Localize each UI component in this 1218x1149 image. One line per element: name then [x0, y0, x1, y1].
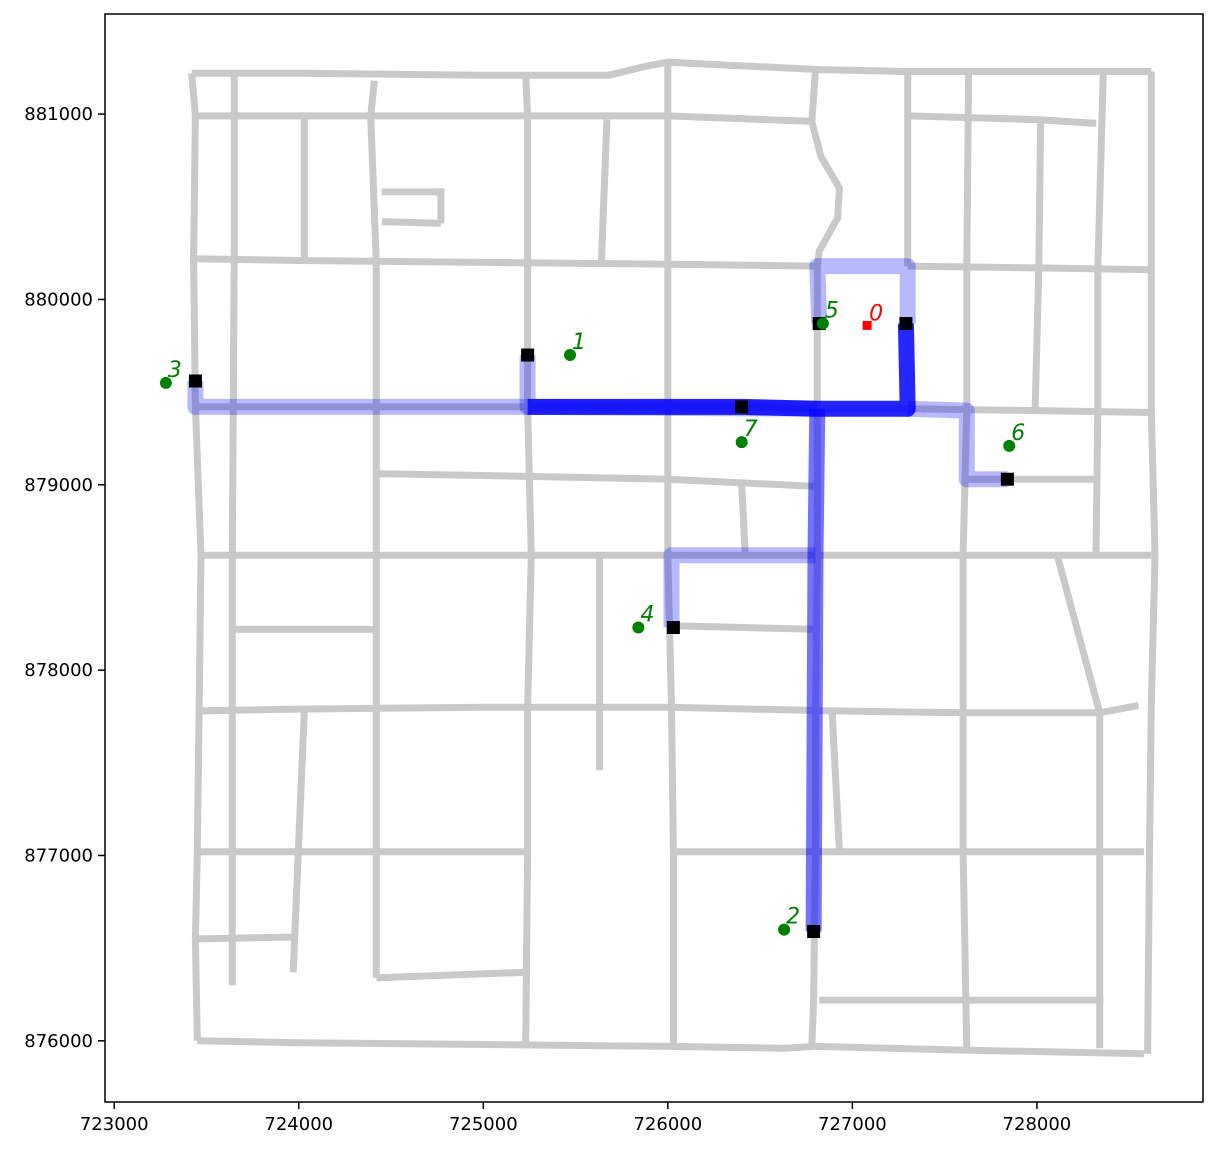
- street-segment: [188, 72, 205, 1041]
- x-tick-label: 726000: [633, 1114, 702, 1135]
- street-segment: [197, 933, 294, 943]
- street-segment: [828, 710, 843, 852]
- street-segment: [367, 80, 380, 978]
- y-tick-label: 880000: [24, 289, 93, 310]
- demand-point-label: 1: [572, 330, 586, 355]
- demand-point: [632, 621, 645, 634]
- x-tick-label: 723000: [80, 1114, 149, 1135]
- facility-label: 0: [869, 301, 883, 326]
- route-path: [187, 381, 528, 415]
- y-tick-label: 876000: [24, 1031, 93, 1052]
- demand-point-label: 3: [168, 358, 182, 383]
- route-path: [805, 408, 826, 932]
- street-segment: [1031, 123, 1045, 411]
- street-segment: [664, 62, 677, 1047]
- streets-layer: [188, 58, 1159, 1058]
- network-node: [521, 348, 535, 362]
- network-node: [188, 374, 202, 388]
- demand-point: [1003, 439, 1016, 452]
- street-segment: [522, 75, 535, 1045]
- street-segment: [907, 262, 1152, 274]
- route-path: [663, 547, 816, 628]
- network-node: [807, 924, 821, 938]
- demand-point: [159, 376, 172, 389]
- demand-point: [778, 923, 791, 936]
- network-node: [899, 317, 913, 331]
- y-tick-label: 877000: [24, 845, 93, 866]
- street-segment: [1053, 554, 1104, 1049]
- street-segment: [673, 622, 818, 633]
- street-segment: [376, 968, 526, 982]
- y-axis: 876000 877000 878000 879000 880000 881000: [24, 104, 105, 1052]
- street-segment: [376, 470, 820, 491]
- street-segment: [1144, 71, 1159, 1054]
- street-segment: [197, 1037, 1144, 1058]
- facility-point: [862, 320, 872, 330]
- demand-point: [564, 349, 577, 362]
- network-node: [1000, 472, 1014, 486]
- street-segment: [738, 484, 749, 556]
- street-segment: [228, 75, 238, 986]
- x-tick-label: 724000: [264, 1114, 333, 1135]
- street-segment: [381, 218, 442, 227]
- y-tick-label: 879000: [24, 475, 93, 496]
- demand-point: [735, 436, 748, 449]
- street-segment: [289, 710, 308, 973]
- network-node: [735, 400, 749, 414]
- route-path: [907, 400, 1008, 488]
- street-segment: [193, 255, 818, 270]
- street-segment: [195, 112, 816, 125]
- x-axis: 723000 724000 725000 726000 727000 728000: [80, 1102, 1071, 1135]
- points-layer: 1 2 3 4 5 6 7 0: [159, 299, 1025, 936]
- street-segment: [907, 112, 1097, 127]
- demand-point-label: 7: [744, 417, 758, 442]
- routes-layer: [187, 258, 1008, 932]
- demand-point-label: 2: [786, 905, 800, 930]
- x-tick-label: 728000: [1003, 1114, 1072, 1135]
- street-segment: [191, 58, 1152, 79]
- y-tick-label: 878000: [24, 660, 93, 681]
- x-tick-label: 725000: [449, 1114, 518, 1135]
- demand-point-label: 5: [825, 299, 839, 324]
- demand-point-label: 6: [1011, 421, 1025, 446]
- route-path: [809, 258, 916, 324]
- x-tick-label: 727000: [818, 1114, 887, 1135]
- plot-frame: [104, 13, 1204, 1103]
- demand-point-label: 4: [640, 603, 654, 628]
- street-segment: [597, 119, 611, 263]
- demand-point: [816, 317, 829, 330]
- network-node: [666, 621, 680, 635]
- street-segment: [1092, 71, 1107, 556]
- y-tick-label: 881000: [24, 104, 93, 125]
- nodes-layer: [188, 317, 1014, 938]
- street-segment: [199, 701, 1140, 717]
- street-segment: [959, 71, 973, 1051]
